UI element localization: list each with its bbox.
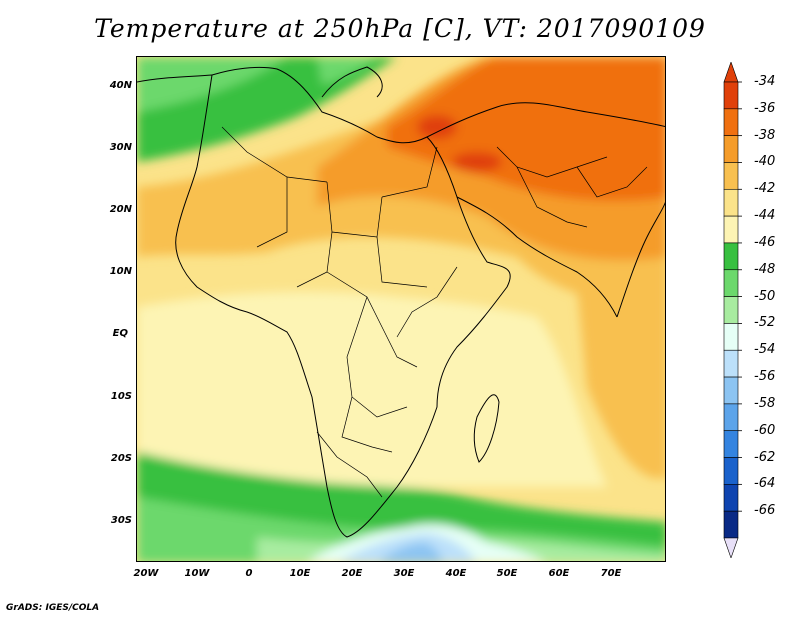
colorbar-label: -44 xyxy=(754,208,776,224)
colorbar-label: -50 xyxy=(754,288,776,304)
lat-tick-label: 20S xyxy=(110,453,132,464)
lon-tick-label: 10E xyxy=(289,568,311,579)
colorbar-segment xyxy=(723,323,739,351)
arabia-coast xyxy=(456,196,618,318)
colorbar-label: -60 xyxy=(754,422,776,438)
footer-credit: GrADS: IGES/COLA xyxy=(6,603,100,613)
colorbar-label: -64 xyxy=(754,476,776,492)
colorbar-label: -42 xyxy=(754,181,776,197)
lat-tick-label: 10N xyxy=(109,266,132,277)
colorbar-label: -62 xyxy=(754,449,776,465)
colorbar-segment xyxy=(723,349,739,378)
colorbar-label: -66 xyxy=(754,503,776,519)
colorbar-label: -58 xyxy=(754,395,776,411)
colorbar-segment xyxy=(723,269,739,297)
india-coast xyxy=(616,201,665,318)
lat-tick-label: 40N xyxy=(109,80,132,91)
colorbar-segment xyxy=(723,430,739,458)
colorbar-segment xyxy=(723,403,739,432)
colorbar-label: -38 xyxy=(754,127,776,143)
colorbar-segment xyxy=(723,510,739,539)
iberia-coastline xyxy=(137,74,213,83)
lat-tick-label: EQ xyxy=(112,328,128,339)
colorbar-label: -36 xyxy=(754,100,776,116)
lon-tick-label: 70E xyxy=(600,568,622,579)
lon-tick-label: 50E xyxy=(496,568,518,579)
lon-tick-label: 0 xyxy=(245,568,253,579)
middle-east-coast xyxy=(426,102,665,138)
lon-tick-label: 40E xyxy=(445,568,467,579)
lon-tick-label: 20E xyxy=(341,568,363,579)
colorbar-segment xyxy=(723,215,739,244)
colorbar-label: -48 xyxy=(754,261,776,277)
colorbar-top-arrow xyxy=(723,62,739,83)
colorbar-segment xyxy=(723,484,739,512)
country-borders xyxy=(221,126,648,498)
lon-tick-label: 20W xyxy=(133,568,159,579)
colorbar-segment xyxy=(723,457,739,485)
colorbar-segment xyxy=(723,242,739,271)
colorbar-segment xyxy=(723,135,739,163)
colorbar-segment xyxy=(723,296,739,324)
map-plot-area xyxy=(136,56,666,562)
colorbar-segment xyxy=(723,188,739,217)
colorbar-label: -34 xyxy=(754,74,776,89)
lon-tick-label: 30E xyxy=(393,568,415,579)
colorbar-segment xyxy=(723,376,739,405)
africa-coastline xyxy=(175,66,511,538)
colorbar-segment xyxy=(723,162,739,190)
madagascar-coast xyxy=(473,394,500,463)
lon-tick-label: 10W xyxy=(184,568,210,579)
temperature-field-map xyxy=(137,57,665,561)
colorbar-label: -40 xyxy=(754,154,776,170)
coastlines xyxy=(137,66,665,538)
lat-tick-label: 30S xyxy=(110,515,132,526)
colorbar-label: -46 xyxy=(754,234,776,250)
temperature-shading xyxy=(137,57,665,561)
lon-tick-label: 60E xyxy=(548,568,570,579)
lat-tick-label: 20N xyxy=(109,204,132,215)
chart-title: Temperature at 250hPa [C], VT: 201709010… xyxy=(94,14,706,43)
colorbar xyxy=(723,62,742,558)
colorbar-label: -56 xyxy=(754,369,776,385)
colorbar-label: -54 xyxy=(754,342,776,358)
colorbar-label: -52 xyxy=(754,315,776,331)
colorbar-segment xyxy=(723,108,739,136)
lat-tick-label: 30N xyxy=(109,142,132,153)
lat-tick-label: 10S xyxy=(110,391,132,402)
italy-greece-coast xyxy=(321,66,383,98)
colorbar-segment xyxy=(723,81,739,110)
colorbar-bottom-arrow xyxy=(723,537,739,558)
